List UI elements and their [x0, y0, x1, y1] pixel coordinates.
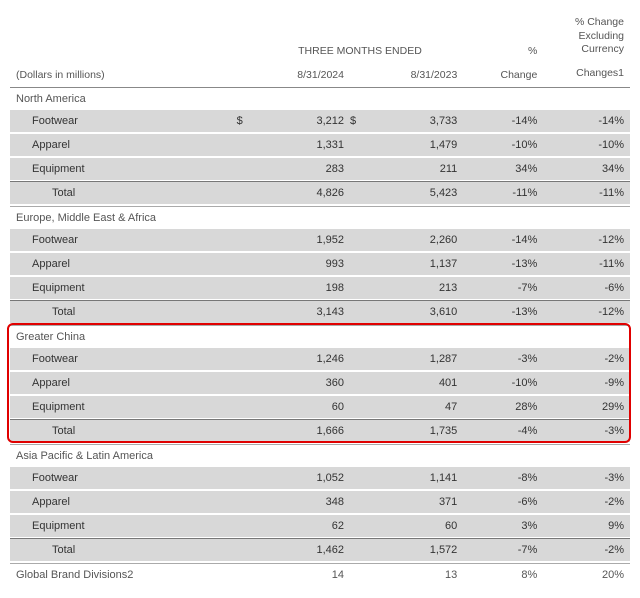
col-2023: 8/31/2023	[370, 61, 463, 87]
col-exc: % Change Excluding Currency	[543, 12, 630, 61]
table-row: Footwear$3,212$3,733-14%-14%	[10, 110, 630, 132]
caption: (Dollars in millions)	[10, 61, 237, 87]
table-row: Footwear1,9522,260-14%-12%	[10, 229, 630, 251]
region-header-final: Global Brand Divisions214138%20%	[10, 563, 630, 586]
col-span-title: THREE MONTHS ENDED	[257, 12, 464, 61]
region-header: Europe, Middle East & Africa	[10, 206, 630, 229]
total-row: Total4,8265,423-11%-11%	[10, 182, 630, 205]
region-header: North America	[10, 87, 630, 110]
table-row: Footwear1,0521,141-8%-3%	[10, 467, 630, 489]
table-row: Apparel1,3311,479-10%-10%	[10, 134, 630, 156]
table-row: Equipment604728%29%	[10, 396, 630, 418]
col-exc-bot: Changes1	[543, 61, 630, 87]
col-pct-top: %	[463, 12, 543, 61]
col-2024: 8/31/2024	[257, 61, 350, 87]
table-row: Equipment62603%9%	[10, 515, 630, 537]
table-row: Apparel360401-10%-9%	[10, 372, 630, 394]
region-header: Greater China	[10, 325, 630, 348]
region-header: Asia Pacific & Latin America	[10, 444, 630, 467]
table-row: Apparel9931,137-13%-11%	[10, 253, 630, 275]
table-row: Equipment28321134%34%	[10, 158, 630, 180]
table-wrapper: THREE MONTHS ENDED % % Change Excluding …	[10, 12, 630, 586]
table-row: Footwear1,2461,287-3%-2%	[10, 348, 630, 370]
total-row: Total1,6661,735-4%-3%	[10, 420, 630, 443]
total-row: Total1,4621,572-7%-2%	[10, 539, 630, 562]
table-row: Apparel348371-6%-2%	[10, 491, 630, 513]
total-row: Total3,1433,610-13%-12%	[10, 301, 630, 324]
table-row: Equipment198213-7%-6%	[10, 277, 630, 299]
revenue-table: THREE MONTHS ENDED % % Change Excluding …	[10, 12, 630, 586]
col-pct-bot: Change	[463, 61, 543, 87]
